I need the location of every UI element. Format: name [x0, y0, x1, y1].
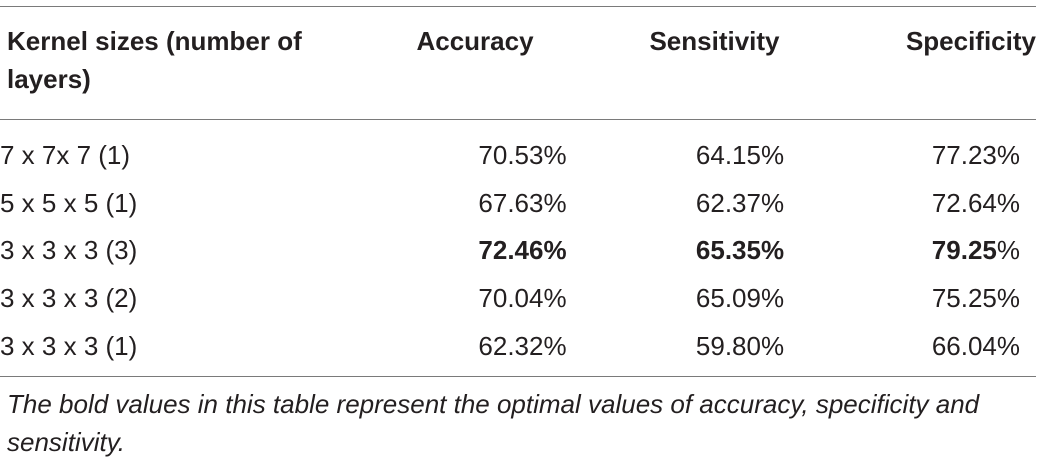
cell-kernel: 5 x 5 x 5 (1) — [0, 187, 138, 218]
cell-sensitivity: 59.80% — [695, 330, 785, 361]
cell-kernel: 3 x 3 x 3 (1) — [0, 330, 138, 361]
cell-kernel: 3 x 3 x 3 (3) — [0, 235, 138, 266]
cell-accuracy: 70.04% — [478, 283, 567, 314]
table-top-rule — [0, 6, 1036, 7]
table-row: 3 x 3 x 3 (2) 70.04% 65.09% 75.25% — [0, 275, 1020, 323]
cell-specificity: 79.25% — [830, 227, 1020, 275]
table-row: 7 x 7x 7 (1) 70.53% 64.15% 77.23% — [0, 132, 1020, 180]
cell-specificity-bold-value: 79.25 — [931, 235, 997, 266]
header-specificity: Specificity — [905, 26, 1036, 56]
table-row-optimal: 3 x 3 x 3 (3) 72.46% 65.35% 79.25% — [0, 227, 1020, 275]
table-row: 3 x 3 x 3 (1) 62.32% 59.80% 66.04% — [0, 322, 1020, 370]
table-body: 7 x 7x 7 (1) 70.53% 64.15% 77.23% 5 x 5 … — [0, 132, 1020, 370]
table-footnote: The bold values in this table represent … — [7, 389, 980, 457]
cell-specificity: 66.04% — [931, 330, 1020, 361]
cell-specificity-suffix: % — [996, 235, 1020, 266]
cell-sensitivity: 64.15% — [695, 140, 785, 171]
cell-accuracy: 70.53% — [478, 140, 567, 171]
table-bottom-rule — [0, 376, 1036, 377]
cell-specificity: 72.64% — [931, 187, 1020, 218]
header-divider-rule — [0, 119, 1036, 120]
cell-sensitivity: 62.37% — [695, 187, 785, 218]
cell-accuracy: 62.32% — [478, 330, 567, 361]
cell-specificity: 75.25% — [931, 283, 1020, 314]
cell-accuracy: 67.63% — [478, 187, 567, 218]
cell-specificity: 77.23% — [931, 140, 1020, 171]
header-sensitivity: Sensitivity — [649, 26, 780, 56]
cell-sensitivity-bold: 65.35% — [695, 235, 785, 266]
cell-accuracy-bold: 72.46% — [478, 235, 567, 266]
cell-sensitivity: 65.09% — [695, 283, 785, 314]
cell-kernel: 7 x 7x 7 (1) — [0, 140, 131, 171]
header-accuracy: Accuracy — [416, 26, 534, 56]
table-row: 5 x 5 x 5 (1) 67.63% 62.37% 72.64% — [0, 180, 1020, 228]
header-kernel-sizes: Kernel sizes (number of layers) — [7, 26, 302, 94]
cell-kernel: 3 x 3 x 3 (2) — [0, 283, 138, 314]
